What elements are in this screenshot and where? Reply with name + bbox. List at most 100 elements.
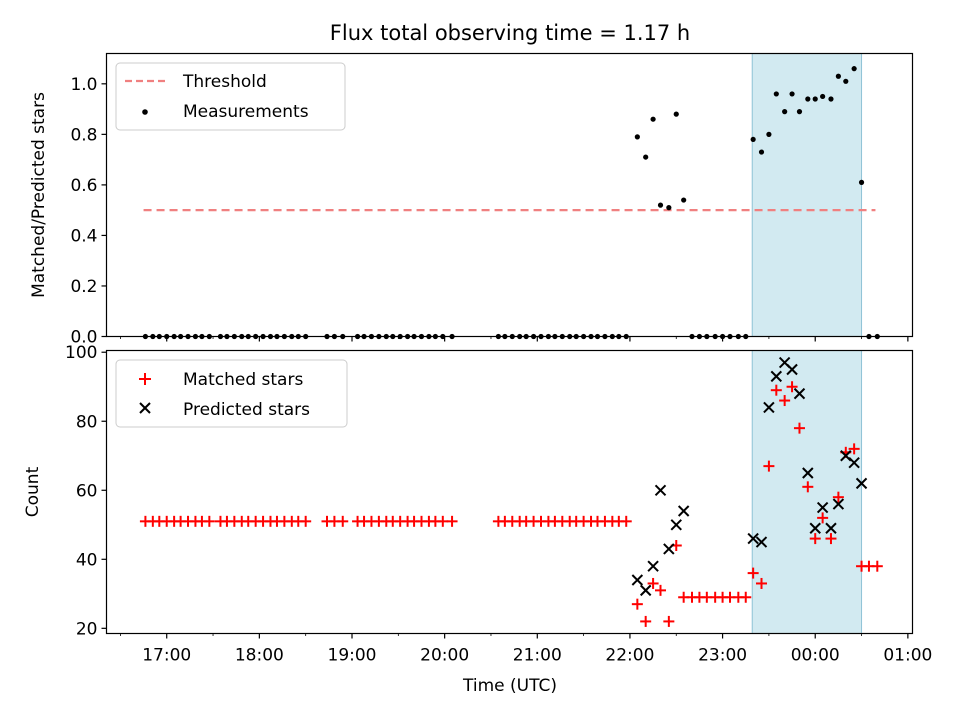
y-tick-label: 1.0: [70, 75, 97, 95]
legend-threshold-label: Threshold: [182, 72, 267, 92]
matched-star-point: [747, 567, 759, 579]
y-tick-label: 80: [76, 412, 98, 432]
top-ylabel: Matched/Predicted stars: [29, 92, 49, 298]
bottom-axes-frame: [105, 349, 914, 635]
matched-star-point: [755, 577, 767, 589]
x-tick-label: 17:00: [142, 646, 191, 666]
matched-star-point: [825, 533, 837, 545]
predicted-star-point: [848, 456, 860, 469]
predicted-star-point: [855, 477, 868, 490]
measurement-point: [851, 66, 857, 72]
matched-star-point: [647, 577, 659, 589]
matched-star-point: [203, 515, 215, 527]
measurement-point: [858, 179, 865, 185]
matched-star-point: [817, 512, 829, 524]
x-tick-label: 01:00: [883, 646, 932, 666]
y-tick-label: 0.4: [70, 226, 97, 246]
legend-predicted-swatch: [139, 402, 151, 414]
matched-star-point: [871, 560, 883, 572]
legend-matched-label: Matched stars: [183, 370, 303, 390]
y-tick-label: 0.0: [70, 328, 97, 348]
x-tick-label: 20:00: [420, 646, 469, 666]
legend-measurement-swatch: [142, 109, 148, 115]
x-tick-label: 00:00: [791, 646, 840, 666]
measurement-point: [828, 96, 834, 102]
predicted-star-point: [677, 505, 690, 517]
measurement-point: [657, 202, 664, 208]
matched-star-point: [848, 443, 860, 455]
measurement-point: [650, 116, 656, 122]
measurement-point: [789, 91, 795, 97]
bottom-ylabel: Count: [23, 466, 43, 517]
predicted-star-point: [802, 467, 814, 479]
measurement-point: [681, 197, 687, 203]
y-tick-label: 20: [76, 619, 98, 639]
predicted-star-point: [755, 536, 768, 548]
predicted-star-point: [654, 484, 667, 496]
predicted-star-point: [832, 498, 845, 510]
legend-predicted-label: Predicted stars: [183, 400, 310, 420]
measurement-point: [643, 154, 649, 160]
matched-star-point: [779, 395, 791, 407]
matched-star-point: [809, 533, 821, 545]
predicted-star-point: [770, 370, 783, 383]
measurement-point: [796, 109, 803, 115]
top-legend: Threshold Measurements: [115, 62, 346, 131]
measurement-point: [750, 136, 756, 143]
y-tick-label: 100: [65, 343, 97, 363]
y-tick-label: 60: [76, 481, 98, 501]
legend-matched-swatch: [139, 373, 151, 385]
predicted-star-point: [631, 574, 644, 586]
x-axis-label: Time (UTC): [462, 676, 557, 696]
predicted-star-point: [639, 584, 652, 597]
predicted-star-point: [793, 387, 806, 400]
measurement-point: [820, 93, 826, 100]
y-tick-label: 40: [76, 550, 98, 570]
matched-star-point: [786, 381, 798, 393]
matched-star-point: [663, 615, 675, 627]
predicted-star-point: [816, 501, 829, 514]
y-tick-label: 0.8: [70, 125, 97, 145]
measurement-point: [673, 111, 679, 117]
legend-measurements-label: Measurements: [183, 102, 309, 122]
top-highlight-band: [751, 53, 863, 337]
measurement-point: [773, 91, 779, 97]
matched-star-point: [793, 422, 805, 434]
matched-star-point: [337, 515, 349, 527]
predicted-star-point: [747, 532, 759, 545]
matched-star-point: [620, 515, 632, 527]
x-tick-label: 21:00: [513, 646, 562, 666]
predicted-star-point: [786, 363, 798, 376]
matched-star-point: [763, 460, 775, 472]
x-tick-label: 22:00: [605, 646, 654, 666]
predicted-star-point: [825, 522, 837, 534]
y-tick-label: 0.2: [70, 277, 97, 297]
predicted-star-point: [647, 560, 659, 572]
x-tick-label: 19:00: [328, 646, 377, 666]
chart-title: Flux total observing time = 1.17 h: [330, 21, 690, 45]
measurement-point: [766, 131, 772, 137]
measurement-point: [634, 134, 640, 140]
predicted-star-point: [663, 543, 675, 555]
matched-star-point: [655, 584, 667, 596]
predicted-star-point: [840, 450, 852, 462]
measurement-point: [666, 205, 672, 211]
predicted-star-point: [670, 519, 682, 531]
measurement-point: [782, 109, 788, 115]
bottom-panel: 20 40 60 80 100 17:00 18:00 19:00 20:00 21:00 22:…: [23, 343, 932, 696]
matched-star-point: [437, 515, 449, 527]
matched-star-point: [770, 384, 782, 396]
measurement-point: [758, 149, 765, 155]
matched-star-point: [802, 481, 814, 493]
matched-star-point: [640, 615, 652, 627]
bottom-legend: Matched stars Predicted stars: [115, 359, 348, 428]
predicted-star-point: [763, 401, 775, 414]
top-panel: 0.0 0.2 0.4 0.6 0.8 1.0 Matched/Predicted sta…: [29, 52, 914, 348]
x-tick-label: 18:00: [235, 646, 284, 666]
matched-star-point: [832, 491, 844, 503]
measurement-point: [805, 96, 811, 102]
measurement-point: [812, 96, 818, 102]
matched-star-point: [446, 515, 458, 527]
top-axes-frame: [105, 52, 914, 338]
predicted-star-point: [809, 522, 821, 534]
